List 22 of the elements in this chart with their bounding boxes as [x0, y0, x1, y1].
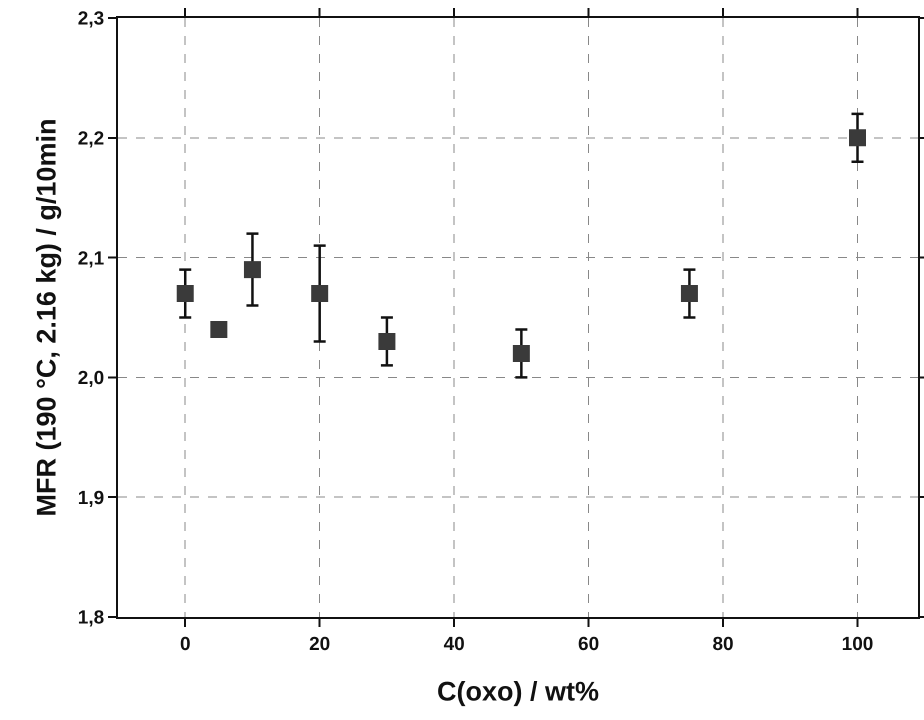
x-tick-label: 0 — [180, 634, 191, 655]
x-axis-title: C(oxo) / wt% — [437, 676, 599, 707]
y-axis-title: MFR (190 °C, 2.16 kg) / g/10min — [31, 118, 62, 516]
y-tick-label: 1,8 — [78, 608, 104, 629]
point — [680, 285, 698, 302]
point — [210, 320, 228, 338]
point — [244, 261, 261, 278]
point — [176, 285, 194, 302]
point — [849, 129, 866, 146]
y-tick-label: 2,0 — [78, 368, 104, 390]
x-tick-label: 20 — [309, 634, 330, 655]
y-tick-label: 2,3 — [78, 8, 104, 30]
y-tick-label: 2,2 — [78, 128, 104, 150]
point — [512, 344, 530, 362]
y-tick-label: 1,9 — [78, 488, 104, 509]
point — [311, 285, 328, 302]
x-tick-label: 80 — [712, 634, 734, 655]
point — [378, 332, 396, 350]
x-tick-label: 40 — [444, 634, 465, 655]
y-tick-label: 2,1 — [78, 248, 105, 270]
x-tick-label: 100 — [842, 634, 874, 655]
x-tick-label: 60 — [578, 634, 600, 655]
